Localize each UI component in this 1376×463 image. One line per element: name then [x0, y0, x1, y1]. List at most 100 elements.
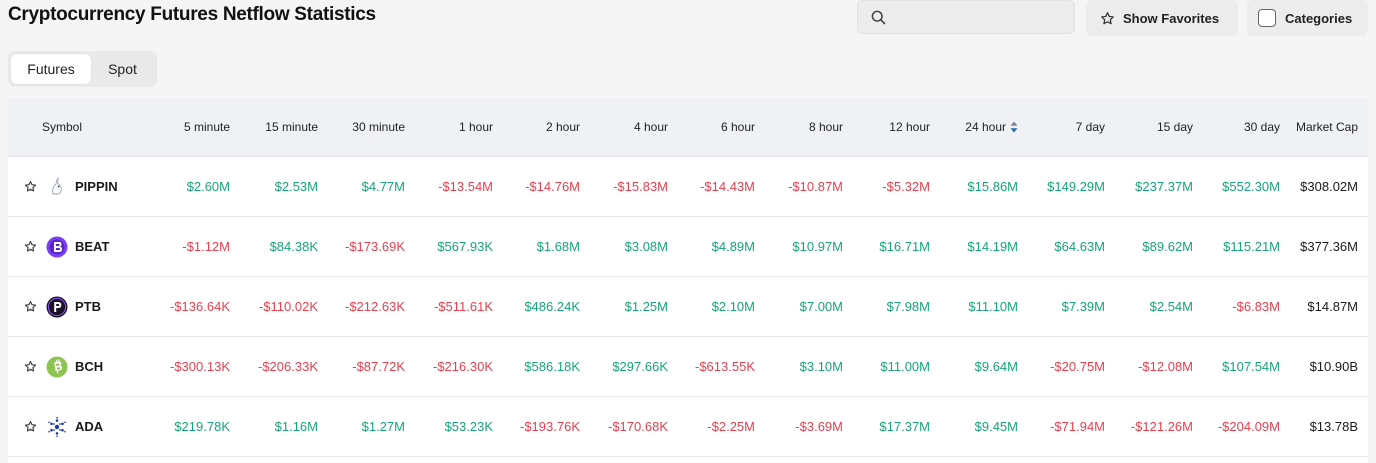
column-header-8-hour[interactable]: 8 hour	[808, 120, 843, 134]
netflow-value-cell: $115.21M	[1223, 239, 1280, 254]
favorite-star-icon[interactable]	[24, 180, 37, 193]
netflow-value-cell: -$12.08M	[1138, 359, 1193, 374]
netflow-value-cell: $4.77M	[361, 179, 405, 194]
search-icon	[871, 10, 886, 25]
netflow-value-cell: -$13.54M	[438, 179, 493, 194]
netflow-value-cell: -$5.32M	[882, 179, 930, 194]
netflow-value-cell: $3.10M	[799, 359, 843, 374]
favorite-star-icon[interactable]	[24, 240, 37, 253]
netflow-value-cell: $1.25M	[624, 299, 668, 314]
favorite-star-icon[interactable]	[24, 360, 37, 373]
page-title: Cryptocurrency Futures Netflow Statistic…	[8, 4, 376, 25]
table-row[interactable]: BEAT -$1.12M $84.38K -$173.69K $567.93K $1.68…	[8, 217, 1368, 277]
netflow-value-cell: -$193.76K	[520, 419, 580, 434]
tab-spot[interactable]: Spot	[108, 61, 137, 77]
categories-checkbox[interactable]	[1258, 9, 1276, 27]
netflow-value-cell: $486.24K	[524, 299, 580, 314]
symbol-cell[interactable]: BEAT	[8, 236, 151, 258]
netflow-value-cell: $7.39M	[1061, 299, 1105, 314]
table-row[interactable]: BCH -$300.13K -$206.33K -$87.72K -$216.30K $5…	[8, 337, 1368, 397]
column-header-2-hour[interactable]: 2 hour	[545, 120, 580, 134]
favorite-star-icon[interactable]	[24, 420, 37, 433]
netflow-value-cell: $14.19M	[967, 239, 1018, 254]
column-header-4-hour[interactable]: 4 hour	[633, 120, 668, 134]
netflow-value-cell: $552.30M	[1222, 179, 1280, 194]
netflow-value-cell: $89.62M	[1142, 239, 1193, 254]
symbol-name: BCH	[75, 359, 104, 374]
symbol-cell[interactable]: BCH	[8, 356, 151, 378]
netflow-value-cell: -$613.55K	[695, 359, 755, 374]
symbol-name: PIPPIN	[75, 179, 118, 194]
beat-coin-icon	[46, 236, 68, 258]
netflow-value-cell: $11.10M	[968, 299, 1018, 314]
netflow-value-cell: -$300.13K	[170, 359, 230, 374]
column-header-30-minute[interactable]: 30 minute	[352, 120, 405, 134]
netflow-value-cell: $7.98M	[886, 299, 930, 314]
netflow-value-cell: $219.78K	[174, 419, 230, 434]
column-header-symbol[interactable]: Symbol	[42, 120, 83, 134]
netflow-value-cell: -$136.64K	[170, 299, 230, 314]
categories-button[interactable]: Categories	[1247, 0, 1368, 36]
netflow-value-cell: $4.89M	[711, 239, 755, 254]
column-header-24-hour[interactable]: 24 hour	[930, 120, 1018, 134]
symbol-cell[interactable]: PTB	[8, 296, 151, 318]
table-row[interactable]: PIPPIN $2.60M $2.53M $4.77M -$13.54M -$14.76M…	[8, 157, 1368, 217]
symbol-name: PTB	[75, 299, 101, 314]
symbol-name: ADA	[75, 419, 104, 434]
netflow-value-cell: $7.00M	[799, 299, 843, 314]
column-header-15-minute[interactable]: 15 minute	[265, 120, 318, 134]
favorite-star-icon[interactable]	[24, 300, 37, 313]
netflow-value-cell: $1.27M	[361, 419, 405, 434]
sort-descending-icon	[1010, 121, 1018, 133]
netflow-value-cell: $586.18K	[524, 359, 580, 374]
column-header-24-hour-label: 24 hour	[965, 120, 1006, 134]
netflow-value-cell: -$87.72K	[352, 359, 405, 374]
market-cap-cell: $308.02M	[1300, 179, 1358, 194]
column-header-30-day[interactable]: 30 day	[1243, 120, 1280, 134]
netflow-value-cell: $64.63M	[1054, 239, 1105, 254]
netflow-value-cell: -$71.94M	[1050, 419, 1105, 434]
netflow-value-cell: -$2.25M	[707, 419, 755, 434]
netflow-value-cell: $9.64M	[974, 359, 1018, 374]
symbol-cell[interactable]: PIPPIN	[8, 175, 151, 198]
column-header-7-day[interactable]: 7 day	[1075, 120, 1105, 134]
netflow-value-cell: -$3.69M	[795, 419, 843, 434]
column-header-6-hour[interactable]: 6 hour	[720, 120, 755, 134]
tab-futures[interactable]: Futures	[11, 54, 91, 84]
show-favorites-label: Show Favorites	[1123, 10, 1220, 26]
netflow-value-cell: $2.10M	[711, 299, 755, 314]
market-type-tabs: Futures Spot	[8, 51, 157, 87]
market-cap-cell: $13.78B	[1309, 419, 1358, 434]
column-header-1-hour[interactable]: 1 hour	[458, 120, 493, 134]
netflow-value-cell: $1.16M	[274, 419, 318, 434]
netflow-value-cell: -$1.12M	[182, 239, 230, 254]
market-cap-cell: $377.36M	[1300, 239, 1358, 254]
star-icon	[1101, 11, 1114, 24]
netflow-value-cell: $107.54M	[1222, 359, 1280, 374]
netflow-value-cell: -$206.33K	[258, 359, 318, 374]
column-header-5-minute[interactable]: 5 minute	[183, 120, 230, 134]
netflow-value-cell: -$20.75M	[1050, 359, 1105, 374]
symbol-name: BEAT	[75, 239, 110, 254]
netflow-value-cell: -$121.26M	[1130, 419, 1193, 434]
market-cap-cell: $10.90B	[1309, 359, 1358, 374]
netflow-value-cell: -$15.83M	[613, 179, 668, 194]
symbol-cell[interactable]: ADA	[8, 416, 151, 438]
netflow-value-cell: -$204.09M	[1217, 419, 1280, 434]
categories-label: Categories	[1285, 10, 1353, 26]
netflow-value-cell: $149.29M	[1047, 179, 1105, 194]
netflow-value-cell: $11.00M	[880, 359, 930, 374]
column-header-12-hour[interactable]: 12 hour	[889, 120, 930, 134]
column-header-15-day[interactable]: 15 day	[1156, 120, 1193, 134]
search-box[interactable]	[857, 0, 1075, 34]
netflow-value-cell: $9.45M	[974, 419, 1018, 434]
show-favorites-button[interactable]: Show Favorites	[1086, 0, 1238, 36]
table-row[interactable]: ADA $219.78K $1.16M $1.27M $53.23K -$193.76K -…	[8, 397, 1368, 457]
netflow-value-cell: $2.53M	[274, 179, 318, 194]
netflow-value-cell: $2.60M	[186, 179, 230, 194]
netflow-value-cell: $15.86M	[967, 179, 1018, 194]
column-header-market-cap[interactable]: Market Cap	[1295, 120, 1358, 134]
netflow-value-cell: $84.38K	[269, 239, 318, 254]
table-row[interactable]: PTB -$136.64K -$110.02K -$212.63K -$511.61K $…	[8, 277, 1368, 337]
search-input[interactable]	[896, 7, 1070, 29]
